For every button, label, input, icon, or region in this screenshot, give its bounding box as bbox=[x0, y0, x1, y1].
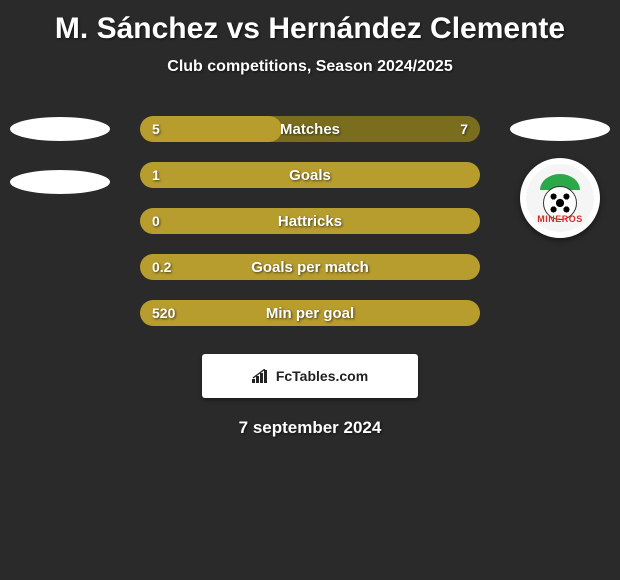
comparison-chart: 5 Matches 7 1 Goals 0 Hattricks MINEROS bbox=[0, 106, 620, 336]
player-right-placeholder-icon bbox=[510, 117, 610, 141]
val-right: 7 bbox=[460, 116, 468, 142]
player-left-placeholder-icon bbox=[10, 117, 110, 141]
stat-row-hattricks: 0 Hattricks MINEROS bbox=[0, 198, 620, 244]
stat-row-goals-per-match: 0.2 Goals per match bbox=[0, 244, 620, 290]
logo-bg: MINEROS bbox=[526, 164, 594, 232]
subtitle: Club competitions, Season 2024/2025 bbox=[0, 58, 620, 76]
fctables-logo-icon bbox=[252, 369, 270, 383]
bar-track: 0.2 Goals per match bbox=[140, 254, 480, 280]
stat-row-matches: 5 Matches 7 bbox=[0, 106, 620, 152]
logo-text: MINEROS bbox=[526, 214, 594, 224]
metric-label: Matches bbox=[140, 116, 480, 142]
bar-track: 0 Hattricks bbox=[140, 208, 480, 234]
stat-row-min-per-goal: 520 Min per goal bbox=[0, 290, 620, 336]
metric-label: Goals bbox=[140, 162, 480, 188]
metric-label: Min per goal bbox=[140, 300, 480, 326]
bar-track: 1 Goals bbox=[140, 162, 480, 188]
metric-label: Hattricks bbox=[140, 208, 480, 234]
metric-label: Goals per match bbox=[140, 254, 480, 280]
bar-track: 520 Min per goal bbox=[140, 300, 480, 326]
attribution-text: FcTables.com bbox=[276, 368, 368, 384]
player-left-placeholder-icon bbox=[10, 170, 110, 194]
attribution-badge: FcTables.com bbox=[202, 354, 418, 398]
club-logo-mineros: MINEROS bbox=[520, 158, 600, 238]
date-text: 7 september 2024 bbox=[0, 418, 620, 438]
page-title: M. Sánchez vs Hernández Clemente bbox=[0, 0, 620, 46]
bar-track: 5 Matches 7 bbox=[140, 116, 480, 142]
